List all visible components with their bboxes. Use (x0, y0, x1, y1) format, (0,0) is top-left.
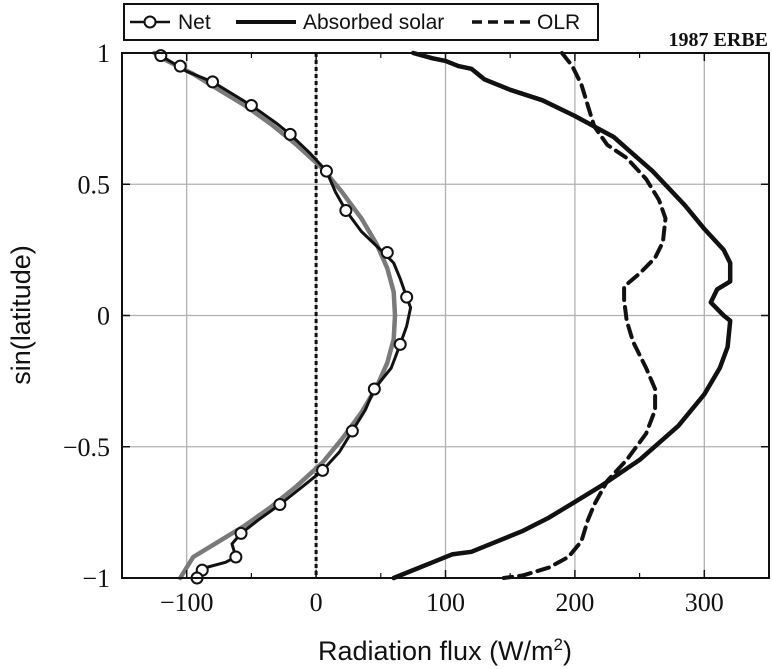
series-marker-net-11 (345, 424, 359, 438)
y-axis-title: sin(latitude) (6, 245, 36, 385)
x-tick-label-0: −100 (160, 588, 214, 617)
series-marker-net-9 (393, 337, 407, 351)
y-tick-label-0: 1 (97, 39, 110, 68)
x-ticks: −100 0 100 200 300 (121, 53, 770, 617)
y-tick-label-2: 0 (97, 302, 110, 331)
x-axis-title-close: ) (563, 636, 572, 666)
series-marker-net-13 (273, 498, 287, 511)
legend-swatch-net-marker (143, 15, 157, 29)
x-axis-title: Radiation flux (W/m2) (318, 635, 572, 666)
series-marker-net-6 (339, 204, 353, 217)
series-marker-net-1 (173, 59, 187, 73)
legend-label-net: Net (178, 11, 211, 34)
legend: Net Absorbed solar OLR (123, 3, 599, 41)
series-marker-net-3 (244, 99, 258, 112)
series-marker-net-4 (283, 127, 297, 141)
x-tick-label-2: 100 (426, 588, 465, 617)
legend-label-absorbed-solar: Absorbed solar (303, 11, 444, 34)
series-marker-net-8 (400, 290, 414, 304)
y-ticks: 1 0.5 0 −0.5 −1 (63, 39, 769, 593)
x-tick-label-4: 300 (685, 588, 724, 617)
x-axis-title-main: Radiation flux (W/m (318, 636, 554, 666)
corner-label: 1987 ERBE (669, 29, 768, 51)
x-axis-title-superscript: 2 (554, 635, 563, 654)
series-marker-net-14 (234, 526, 248, 540)
y-tick-label-4: −1 (82, 564, 110, 593)
x-tick-label-1: 0 (310, 588, 323, 617)
series-marker-net-10 (367, 382, 381, 396)
y-tick-label-1: 0.5 (78, 170, 111, 199)
series-marker-net-15 (229, 550, 243, 564)
series-marker-net-2 (206, 75, 220, 89)
series-line-absorbed-solar (391, 50, 733, 581)
series-marker-net-7 (380, 246, 394, 259)
marker-layer (154, 49, 414, 585)
x-tick-label-3: 200 (555, 588, 594, 617)
legend-box (123, 3, 599, 41)
series-marker-net-12 (316, 463, 330, 477)
y-tick-label-3: −0.5 (63, 433, 110, 462)
series-marker-net-5 (319, 164, 333, 178)
series-line-olr (501, 51, 668, 580)
series-marker-net-0 (154, 49, 168, 63)
legend-label-olr: OLR (537, 11, 580, 34)
